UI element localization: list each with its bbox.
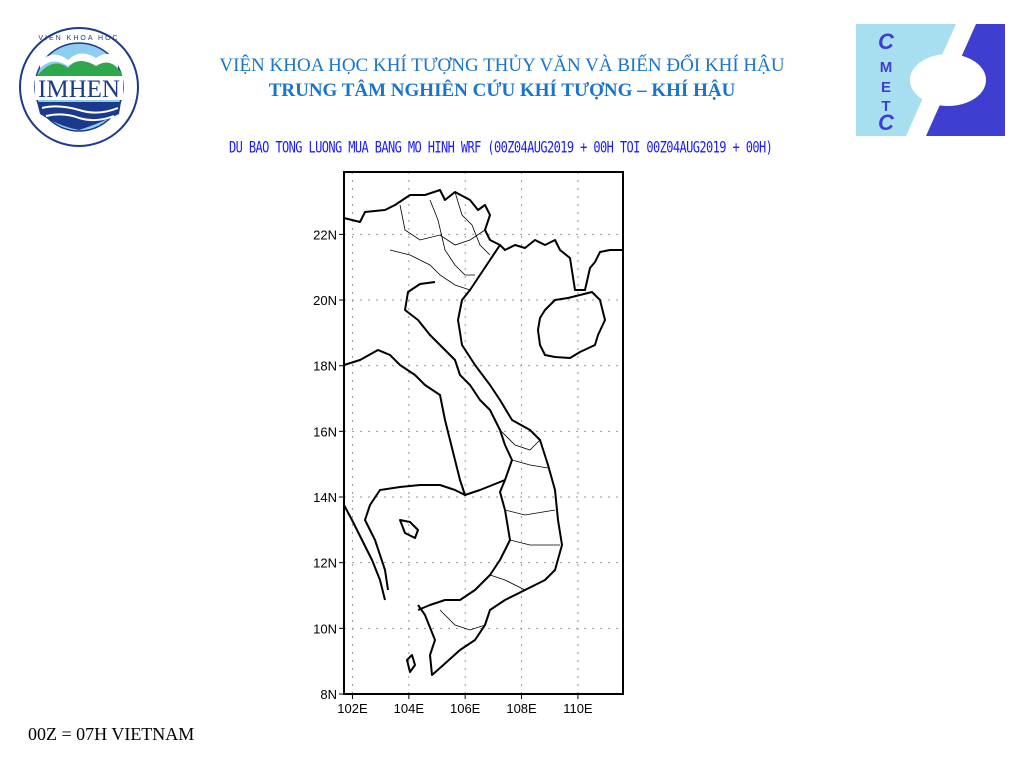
map-subtitle: DU BAO TONG LUONG MUA BANG MO HINH WRF (… [229, 138, 773, 157]
cmetc-logo: C M E T C [856, 24, 1005, 136]
imhen-logo: IMHEN VIEN KHOA HOC [19, 27, 139, 147]
hainan-island [537, 291, 606, 359]
center-title: TRUNG TÂM NGHIÊN CỨU KHÍ TƯỢNG – KHÍ HẬU [268, 80, 736, 101]
logo-text: IMHEN [38, 76, 120, 103]
svg-text:C: C [878, 110, 895, 135]
lat-tick-label: 16N [313, 424, 337, 439]
lat-tick-label: 12N [313, 556, 337, 571]
lat-tick-label: 20N [313, 293, 337, 308]
svg-text:VIEN KHOA HOC: VIEN KHOA HOC [38, 35, 119, 42]
phu-quoc-island [406, 654, 416, 673]
china-vietnam-border-coast [343, 189, 623, 291]
svg-text:E: E [881, 79, 891, 96]
institute-title: VIỆN KHOA HỌC KHÍ TƯỢNG THỦY VĂN VÀ BIẾN… [219, 55, 785, 76]
laos-thailand-border [343, 349, 506, 496]
lon-tick-label: 110E [563, 701, 593, 716]
province-borders [389, 191, 560, 631]
lon-tick-label: 104E [394, 701, 425, 716]
coastlines-borders [343, 189, 623, 676]
lon-tick-label: 106E [450, 701, 481, 716]
svg-text:M: M [880, 59, 893, 76]
map-frame [343, 171, 624, 695]
lat-tick-label: 10N [313, 621, 337, 636]
map-grid [344, 172, 623, 695]
lon-tick-label: 102E [337, 701, 368, 716]
svg-text:C: C [878, 29, 895, 54]
tonle-sap [399, 519, 419, 539]
lon-tick-label: 108E [506, 701, 537, 716]
vietnam-laos-border [404, 281, 513, 611]
gulf-coast [343, 504, 386, 601]
lat-tick-label: 14N [313, 490, 337, 505]
timezone-note: 00Z = 07H VIETNAM [28, 724, 195, 744]
thailand-cambodia-border [364, 484, 466, 591]
vietnam-coast [417, 244, 563, 676]
lat-tick-label: 8N [320, 687, 337, 702]
map-ticks: 102E 104E 106E 108E 110E 22N 20N 18N 16N 14N 12N 10… [313, 227, 593, 716]
lat-tick-label: 22N [313, 227, 337, 242]
svg-text:T: T [881, 98, 890, 115]
lat-tick-label: 18N [313, 359, 337, 374]
